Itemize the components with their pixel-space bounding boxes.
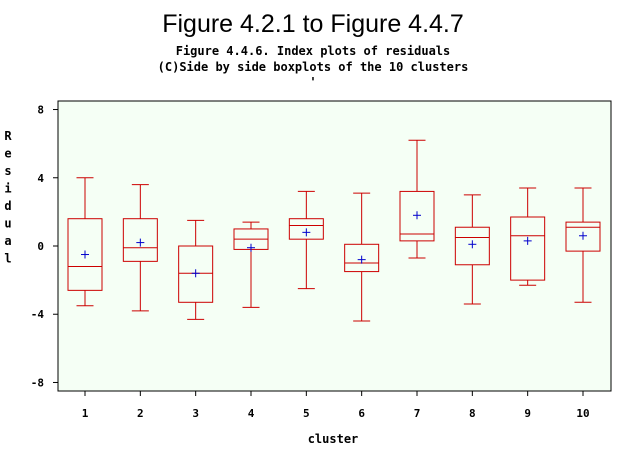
iqr-box	[288, 218, 324, 240]
iqr-box	[344, 243, 380, 273]
plot-area	[57, 100, 612, 392]
iqr-box	[399, 190, 435, 242]
box-cluster-5	[288, 190, 324, 290]
box-cluster-6	[344, 192, 380, 322]
x-tick-label: 5	[303, 407, 310, 420]
x-tick-label: 9	[524, 407, 531, 420]
x-tick-label: 4	[248, 407, 255, 420]
y-axis-label-char: R	[4, 129, 12, 143]
y-axis-label-char: d	[4, 199, 11, 213]
chart-subtitle-line-1: Figure 4.4.6. Index plots of residuals	[176, 44, 451, 58]
x-tick-label: 1	[82, 407, 89, 420]
box-cluster-10	[565, 187, 601, 303]
y-axis-label-char: i	[4, 181, 11, 195]
x-tick-label: 3	[192, 407, 199, 420]
y-axis-label-char: l	[4, 251, 11, 265]
box-cluster-9	[510, 187, 546, 286]
y-tick-label: 8	[37, 104, 44, 117]
x-tick-label: 8	[469, 407, 476, 420]
box-cluster-7	[399, 139, 435, 259]
iqr-box	[510, 216, 546, 281]
chart-subtitle-line-2: (C)Side by side boxplots of the 10 clust…	[158, 60, 469, 74]
x-axis-label: cluster	[308, 432, 359, 446]
y-tick-label: -8	[31, 376, 44, 389]
box-cluster-2	[122, 184, 158, 312]
boxes-group	[67, 139, 601, 322]
iqr-box	[67, 218, 103, 291]
iqr-box	[454, 226, 490, 266]
x-tick-label: 2	[137, 407, 144, 420]
iqr-box	[122, 218, 158, 262]
y-axis-label-char: a	[4, 234, 11, 248]
iqr-box	[565, 221, 601, 252]
y-tick-label: -4	[31, 308, 45, 321]
x-axis: 1 2 3 4 5 6 7 8 9 10	[82, 391, 590, 420]
y-tick-label: 4	[37, 172, 44, 185]
box-cluster-8	[454, 194, 490, 305]
x-tick-label: 7	[414, 407, 421, 420]
x-tick-label: 10	[576, 407, 589, 420]
box-cluster-1	[67, 177, 103, 307]
y-tick-label: 0	[37, 240, 44, 253]
y-axis: -8 -4 0 4 8	[31, 104, 58, 389]
iqr-box	[178, 245, 214, 303]
y-axis-label-char: e	[4, 146, 11, 160]
chart-subtitle-line-3: '	[309, 75, 316, 89]
box-cluster-4	[233, 221, 269, 308]
y-axis-label-char: u	[4, 216, 11, 230]
y-axis-label-char: s	[4, 164, 11, 178]
box-cluster-3	[178, 219, 214, 320]
x-tick-label: 6	[358, 407, 365, 420]
chart-title: Figure 4.2.1 to Figure 4.4.7	[162, 10, 464, 38]
